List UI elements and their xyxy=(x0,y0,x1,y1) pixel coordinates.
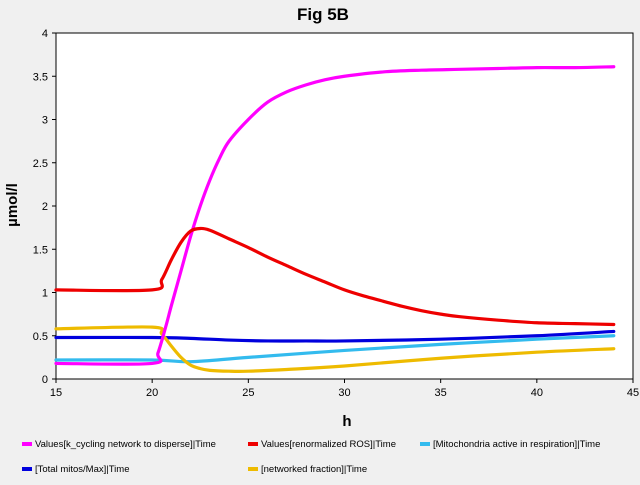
legend-label: [Mitochondria active in respiration]|Tim… xyxy=(433,439,600,450)
y-tick-label: 4 xyxy=(42,28,48,40)
plot-lines xyxy=(54,65,616,373)
y-tick-label: 3.5 xyxy=(33,71,48,83)
legend-label: Values[k_cycling network to disperse]|Ti… xyxy=(35,439,216,450)
x-tick-label: 40 xyxy=(531,387,543,399)
x-tick-label: 15 xyxy=(50,387,62,399)
y-tick-label: 2 xyxy=(42,201,48,213)
legend-label: [Total mitos/Max]|Time xyxy=(35,464,130,475)
x-axis-label: h xyxy=(342,413,351,430)
series-line-1 xyxy=(54,226,616,327)
x-axis-ticks: 15 20 25 30 35 40 45 xyxy=(50,379,639,399)
legend-item-1: Values[renormalized ROS]|Time xyxy=(248,439,396,450)
legend-item-3: [Total mitos/Max]|Time xyxy=(22,464,130,475)
y-tick-label: 1.5 xyxy=(33,244,48,256)
y-tick-label: 1 xyxy=(42,288,48,300)
legend-item-2: [Mitochondria active in respiration]|Tim… xyxy=(420,439,600,450)
chart-title: Fig 5B xyxy=(297,5,349,24)
legend-swatch xyxy=(22,442,32,446)
x-tick-label: 45 xyxy=(627,387,639,399)
y-tick-label: 2.5 xyxy=(33,158,48,170)
legend-swatch xyxy=(248,442,258,446)
x-tick-label: 20 xyxy=(146,387,158,399)
legend-swatch xyxy=(22,467,32,471)
legend-swatch xyxy=(248,467,258,471)
y-axis-label: µmol/l xyxy=(4,183,21,227)
x-tick-label: 30 xyxy=(338,387,350,399)
y-tick-label: 0 xyxy=(42,374,48,386)
legend-label: [networked fraction]|Time xyxy=(261,464,367,475)
legend-item-0: Values[k_cycling network to disperse]|Ti… xyxy=(22,439,216,450)
y-tick-label: 3 xyxy=(42,115,48,127)
series-line-3 xyxy=(54,329,616,343)
series-line-0 xyxy=(54,65,616,366)
y-axis-ticks: 0 0.5 1 1.5 2 2.5 3 3.5 4 xyxy=(33,28,56,386)
y-tick-label: 0.5 xyxy=(33,331,48,343)
legend: Values[k_cycling network to disperse]|Ti… xyxy=(22,439,600,475)
x-tick-label: 35 xyxy=(435,387,447,399)
x-tick-label: 25 xyxy=(242,387,254,399)
legend-swatch xyxy=(420,442,430,446)
series-line-2 xyxy=(54,334,616,364)
legend-label: Values[renormalized ROS]|Time xyxy=(261,439,396,450)
legend-item-4: [networked fraction]|Time xyxy=(248,464,367,475)
